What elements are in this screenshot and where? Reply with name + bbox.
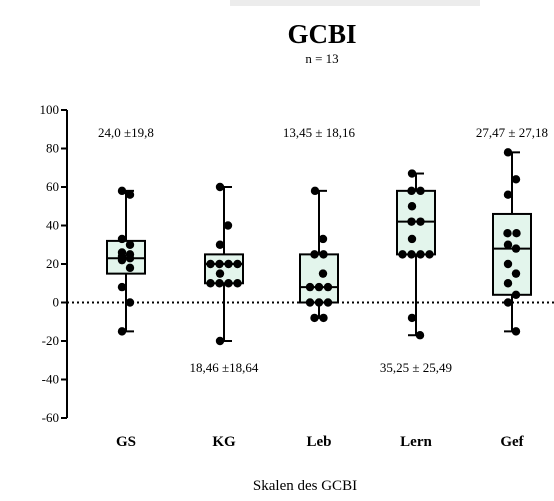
data-point [416, 217, 425, 226]
data-point [125, 254, 135, 263]
data-point [305, 298, 315, 307]
data-point [511, 327, 521, 336]
data-point [407, 202, 417, 211]
boxes [106, 151, 532, 342]
data-point [503, 240, 513, 249]
data-point [310, 186, 320, 196]
data-point [125, 263, 135, 273]
chart-title: GCBI [287, 19, 356, 49]
box [204, 253, 244, 285]
data-point [503, 259, 513, 269]
data-point [233, 259, 242, 269]
data-point [206, 279, 215, 288]
stat-annotation: 24,0 ±19,8 [98, 125, 154, 140]
x-tick-label: Gef [500, 434, 524, 450]
data-point [224, 259, 233, 269]
data-point [215, 336, 225, 346]
data-point [215, 279, 224, 288]
data-point [407, 313, 417, 323]
data-point [117, 234, 127, 244]
data-point [125, 298, 135, 307]
stat-annotation: 13,45 ± 18,16 [283, 125, 356, 140]
data-point [318, 234, 328, 244]
x-tick-label: Lern [400, 434, 432, 450]
data-point [323, 298, 333, 307]
data-point [117, 255, 127, 265]
data-point [319, 250, 328, 259]
x-axis-label: Skalen des GCBI [253, 478, 357, 494]
data-point [125, 190, 135, 199]
data-point [503, 190, 513, 199]
data-point [398, 250, 407, 259]
data-point [503, 298, 513, 307]
y-tick-label: 100 [40, 102, 60, 117]
stat-annotation: 35,25 ± 25,49 [380, 360, 452, 375]
data-point [117, 282, 127, 292]
data-point [224, 279, 233, 288]
data-point [319, 313, 328, 323]
data-point [323, 282, 333, 292]
data-point [318, 269, 328, 278]
stat-annotation: 18,46 ±18,64 [190, 360, 259, 375]
stat-annotation: 27,47 ± 27,18 [476, 125, 548, 140]
data-point [415, 331, 425, 340]
data-point [223, 221, 233, 230]
data-point [416, 186, 425, 196]
data-points [117, 148, 521, 346]
data-point [233, 279, 242, 288]
data-point [407, 186, 416, 196]
box [492, 212, 532, 296]
data-point [407, 217, 416, 226]
x-tick-label: Leb [306, 434, 331, 450]
data-point [512, 229, 521, 238]
x-tick-label: GS [116, 434, 136, 450]
data-point [407, 250, 416, 259]
axes: 100 80 60 40 20 0 -20 -40 -60 GS KG Leb Lern Gef [40, 102, 554, 450]
data-point [511, 244, 521, 253]
top-gray-bar [230, 0, 480, 6]
data-point [511, 269, 521, 278]
data-point [511, 290, 521, 299]
data-point [310, 250, 319, 259]
data-point [314, 282, 324, 292]
data-point [503, 279, 513, 288]
data-point [503, 229, 512, 238]
y-tick-label: 20 [46, 256, 59, 271]
data-point [416, 250, 425, 259]
data-point [215, 240, 225, 249]
data-point [206, 259, 215, 269]
x-tick-label: KG [212, 434, 236, 450]
y-tick-label: 80 [46, 141, 59, 156]
data-point [117, 327, 127, 336]
data-point [215, 259, 224, 269]
chart-subtitle: n = 13 [305, 51, 338, 66]
data-point [305, 282, 315, 292]
annotations: 24,0 ±19,8 18,46 ±18,64 13,45 ± 18,16 35,25… [98, 125, 548, 375]
data-point [314, 298, 324, 307]
data-point [503, 148, 513, 157]
data-point [407, 169, 417, 178]
data-point [407, 234, 417, 244]
data-point [425, 250, 434, 259]
y-tick-label: 0 [53, 295, 60, 310]
y-tick-label: -60 [42, 410, 59, 425]
y-tick-label: 40 [46, 218, 59, 233]
box [299, 253, 339, 304]
y-tick-label: 60 [46, 179, 59, 194]
data-point [117, 186, 127, 196]
data-point [511, 175, 521, 184]
data-point [215, 269, 225, 278]
data-point [310, 313, 319, 323]
y-tick-label: -20 [42, 333, 59, 348]
data-point [215, 182, 225, 192]
y-tick-label: -40 [42, 372, 59, 387]
data-point [125, 240, 135, 249]
